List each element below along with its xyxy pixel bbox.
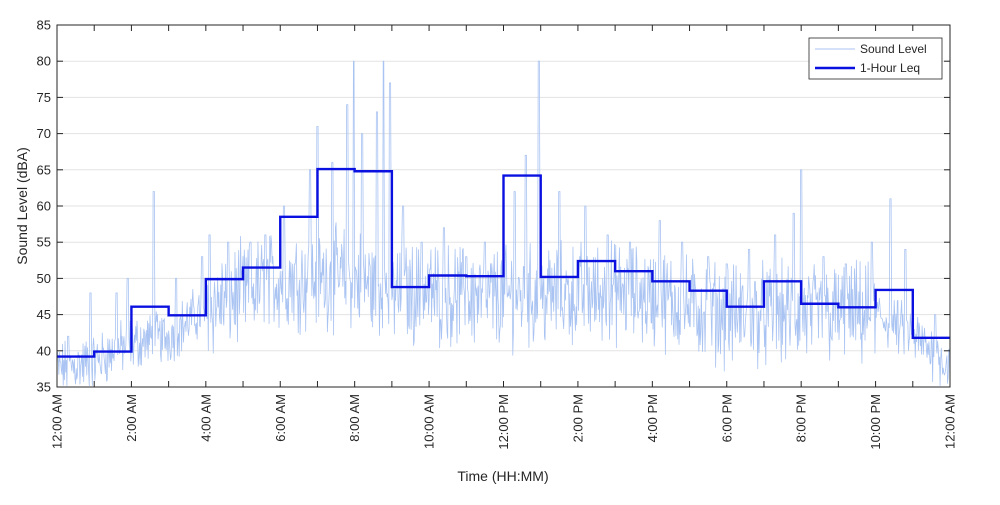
axis-ticks (56, 24, 951, 388)
x-axis-title: Time (HH:MM) (457, 468, 548, 484)
y-tick-label-50: 50 (37, 271, 51, 286)
legend-box (808, 37, 943, 80)
y-tick-label-70: 70 (37, 126, 51, 141)
y-tick-label-40: 40 (37, 343, 51, 358)
y-axis-title: Sound Level (dBA) (14, 147, 30, 265)
y-tick-label-45: 45 (37, 307, 51, 322)
legend-label-sound-level: Sound Level (860, 42, 927, 56)
x-tick-labels: 12:00 AM 2:00 AM 4:00 AM 6:00 AM 8:00 AM 10:0… (50, 394, 958, 450)
x-tick-label-10: 8:00 PM (794, 394, 809, 442)
leq-step-line (57, 167, 950, 358)
x-tick-label-12: 12:00 AM (943, 394, 958, 449)
x-tick-label-11: 10:00 PM (868, 394, 883, 450)
x-tick-label-3: 6:00 AM (273, 394, 288, 442)
x-tick-label-7: 2:00 PM (570, 394, 585, 442)
x-tick-label-6: 12:00 PM (496, 394, 511, 450)
y-tick-label-35: 35 (37, 380, 51, 395)
x-tick-label-0: 12:00 AM (50, 394, 65, 449)
leq-series (57, 167, 950, 358)
x-tick-label-2: 4:00 AM (198, 394, 213, 442)
x-tick-label-1: 2:00 AM (124, 394, 139, 442)
y-tick-label-75: 75 (37, 90, 51, 105)
x-tick-label-5: 10:00 AM (422, 394, 437, 449)
y-tick-label-55: 55 (37, 235, 51, 250)
x-tick-label-9: 6:00 PM (719, 394, 734, 442)
y-tick-label-65: 65 (37, 162, 51, 177)
x-tick-label-8: 4:00 PM (645, 394, 660, 442)
legend-label-leq: 1-Hour Leq (860, 61, 920, 75)
x-tick-label-4: 8:00 AM (347, 394, 362, 442)
y-tick-label-85: 85 (37, 18, 51, 33)
y-tick-label-80: 80 (37, 54, 51, 69)
legend: Sound Level 1-Hour Leq (808, 37, 943, 80)
y-tick-label-60: 60 (37, 199, 51, 214)
y-tick-labels: 35 40 45 50 55 60 65 70 75 80 85 (37, 18, 51, 395)
